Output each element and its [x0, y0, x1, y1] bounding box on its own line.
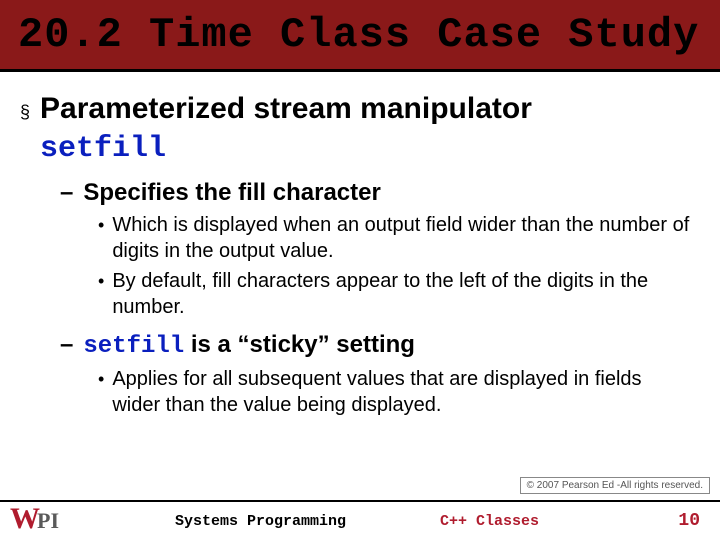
logo-pi: PI — [37, 508, 59, 534]
bullet-level1: § Parameterized stream manipulator setfi… — [20, 90, 700, 168]
bullet-level2: – setfill is a “sticky” setting — [60, 330, 700, 362]
level3-text: Which is displayed when an output field … — [112, 212, 692, 264]
bullet-level3: • By default, fill characters appear to … — [98, 268, 700, 320]
bullet-level3: • Applies for all subsequent values that… — [98, 366, 700, 418]
level2-text: setfill is a “sticky” setting — [83, 330, 415, 362]
title-bar: 20.2 Time Class Case Study — [0, 0, 720, 72]
level2-text: Specifies the fill character — [83, 178, 380, 208]
dot-icon: • — [98, 366, 104, 392]
bullet-level3: • Which is displayed when an output fiel… — [98, 212, 700, 264]
dash-icon: – — [60, 330, 73, 360]
bullet-level1-text: Parameterized stream manipulator setfill — [40, 90, 532, 168]
wpi-logo: W PI — [10, 502, 59, 536]
keyword-setfill: setfill — [40, 132, 166, 166]
manipulator-intro: Parameterized stream manipulator — [40, 92, 532, 125]
dot-icon: • — [98, 212, 104, 238]
keyword-setfill: setfill — [83, 333, 184, 360]
dot-icon: • — [98, 268, 104, 294]
bullet-glyph: § — [20, 94, 30, 130]
slide-footer: W PI Systems Programming C++ Classes 10 — [0, 500, 720, 540]
sticky-text: is a “sticky” setting — [184, 331, 415, 358]
dash-icon: – — [60, 178, 73, 208]
slide-title: 20.2 Time Class Case Study — [18, 11, 699, 59]
footer-course: Systems Programming — [175, 513, 346, 530]
level3-text: Applies for all subsequent values that a… — [112, 366, 692, 418]
level3-text: By default, fill characters appear to th… — [112, 268, 692, 320]
footer-page-number: 10 — [678, 511, 700, 531]
logo-w: W — [10, 502, 40, 536]
copyright-notice: © 2007 Pearson Ed -All rights reserved. — [520, 477, 710, 494]
slide-content: § Parameterized stream manipulator setfi… — [0, 72, 720, 418]
footer-topic: C++ Classes — [440, 513, 539, 530]
bullet-level2: – Specifies the fill character — [60, 178, 700, 208]
